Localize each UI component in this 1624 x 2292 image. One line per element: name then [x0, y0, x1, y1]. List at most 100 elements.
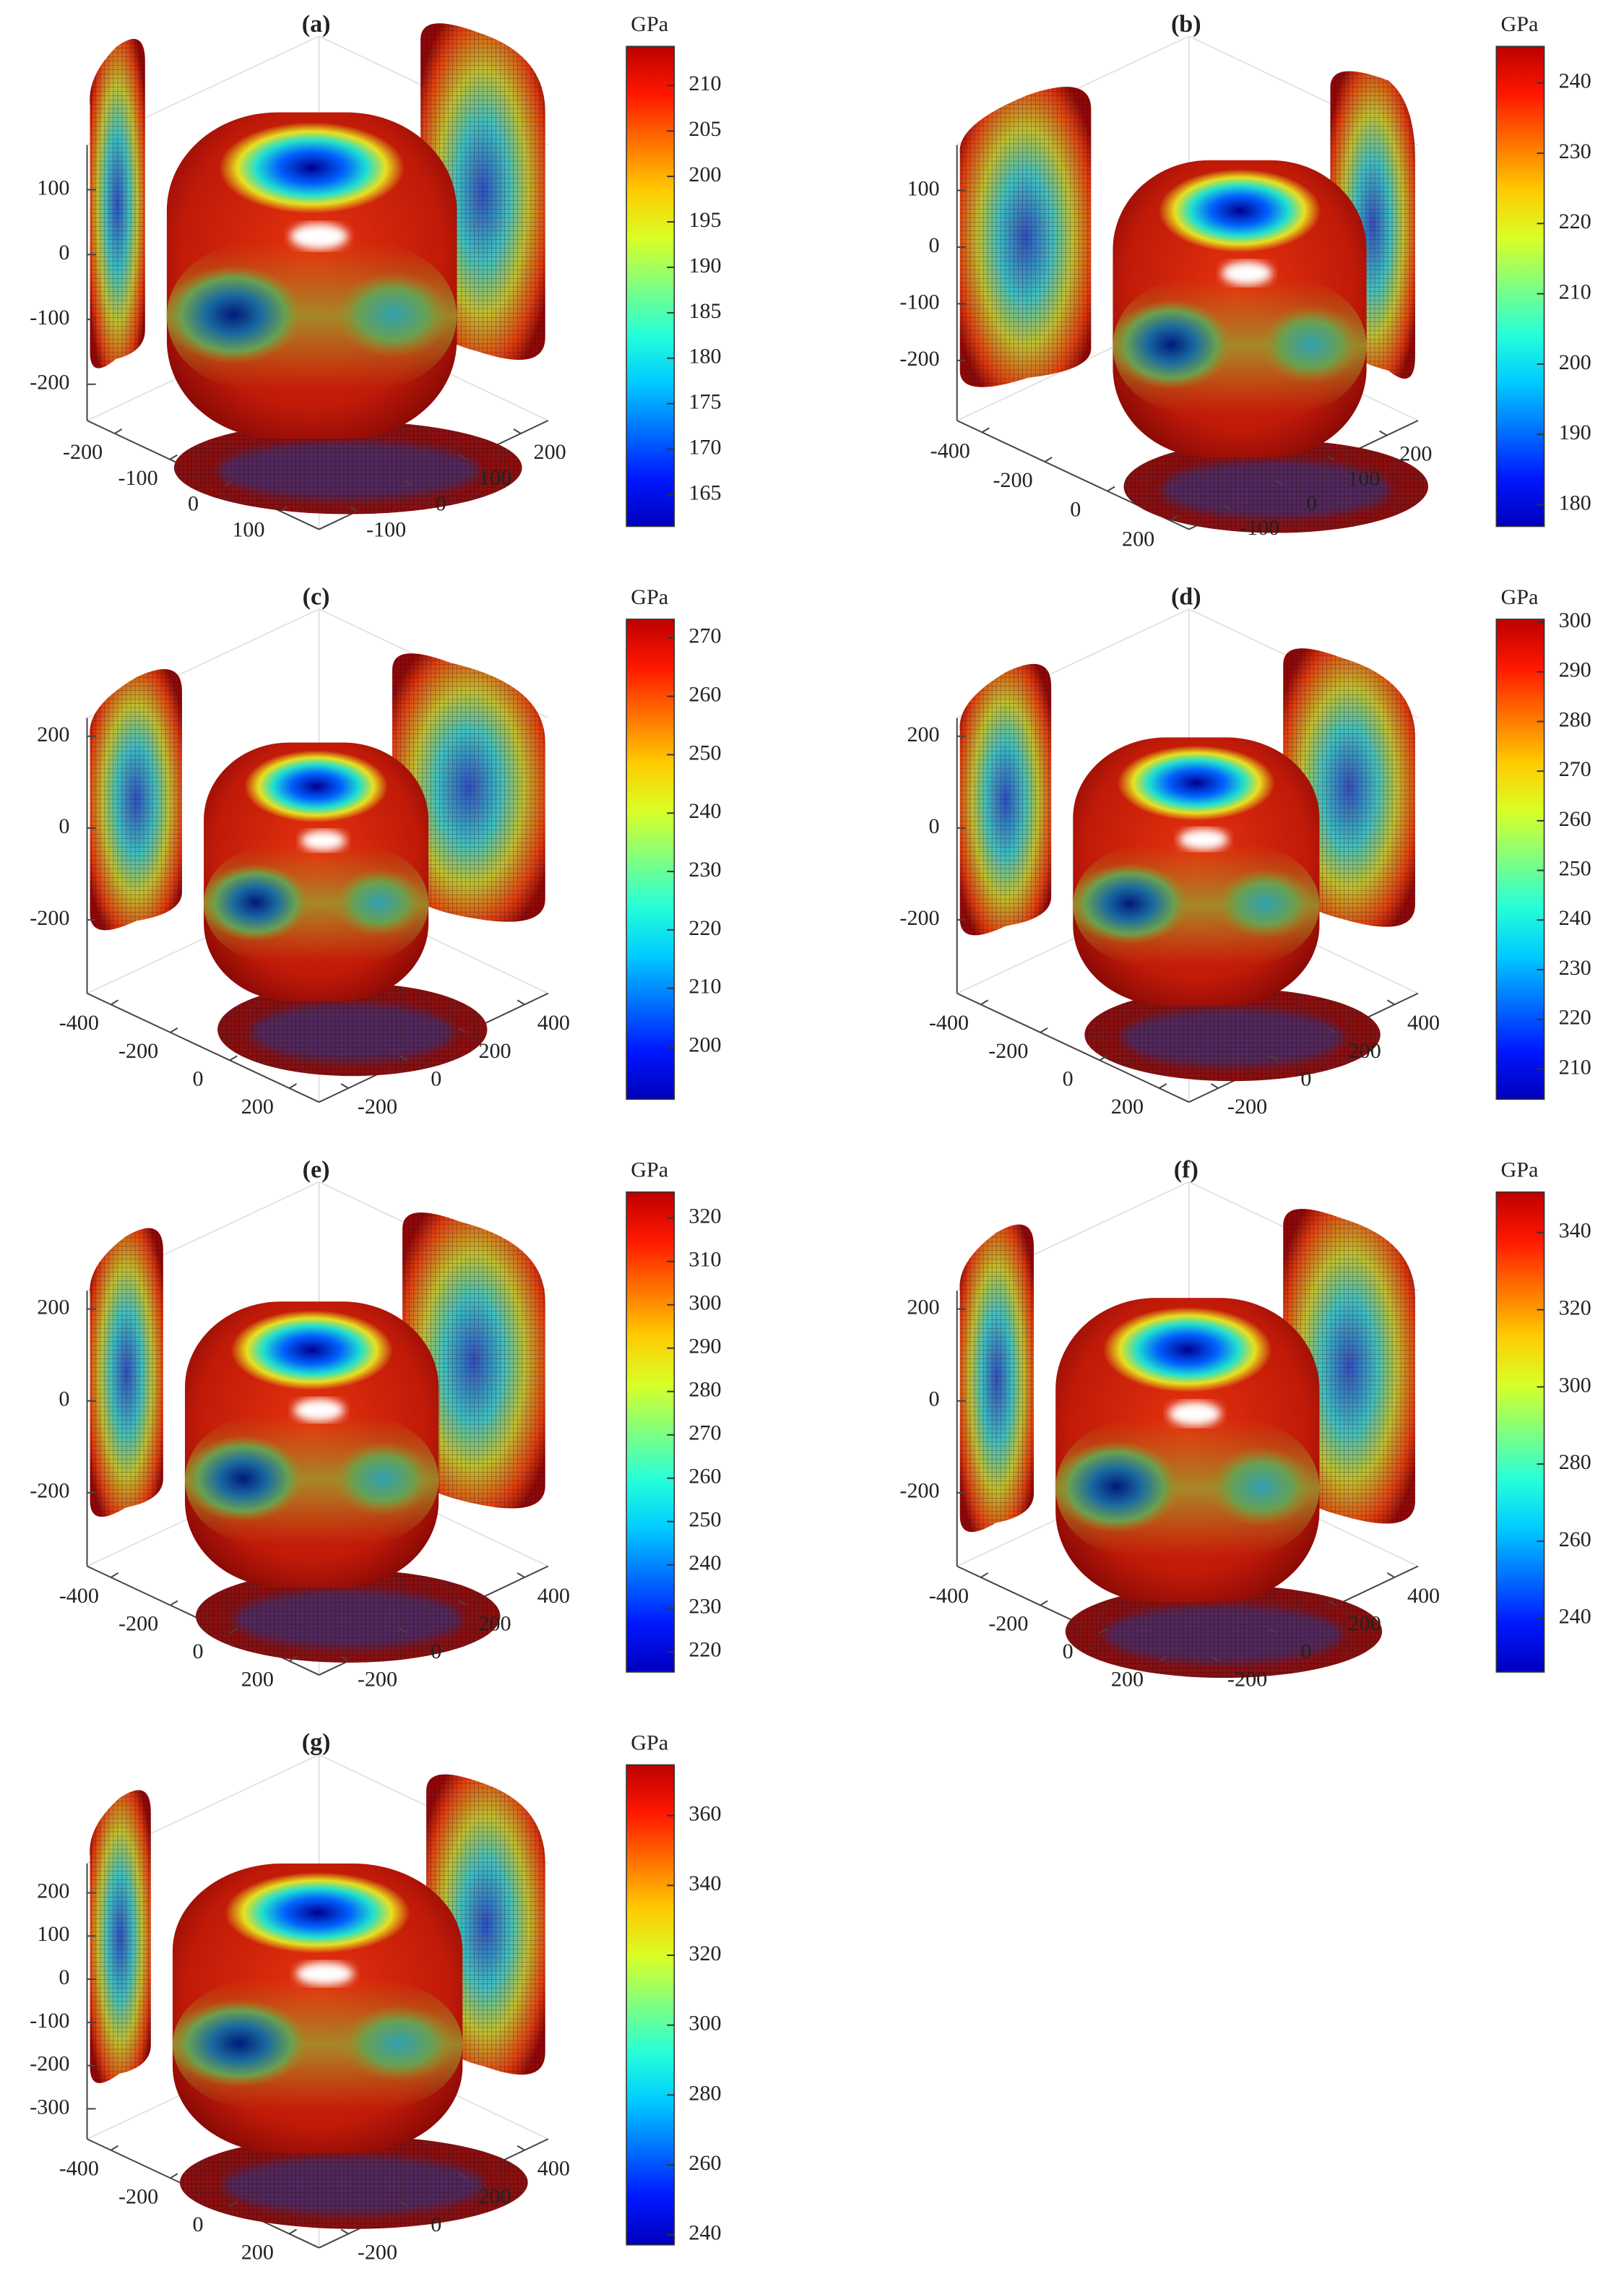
z-tick-label: 100	[37, 1921, 69, 1946]
colorbar-tick-label: 190	[1559, 420, 1591, 444]
z-tick-label: 100	[907, 176, 939, 200]
floor-mesh	[1084, 988, 1381, 1082]
x-tick	[980, 1572, 989, 1578]
y-tick-label: -100	[366, 517, 406, 541]
y-tick	[458, 1600, 467, 1606]
z-tick-label: -200	[899, 346, 939, 371]
colorbar-tick-label: 280	[688, 1377, 721, 1402]
colorbar-tick-label: 200	[1559, 350, 1591, 374]
colorbar	[626, 619, 675, 1100]
x-tick-label: -400	[59, 1010, 99, 1035]
x-tick	[1040, 1600, 1048, 1606]
x-axis	[87, 992, 320, 1103]
low-spot	[201, 863, 310, 942]
x-tick-label: -200	[118, 1611, 158, 1636]
left-wall-mesh	[90, 38, 145, 369]
y-tick	[340, 1655, 349, 1662]
colorbar-tick-label: 180	[1559, 490, 1591, 514]
y-tick-label: 0	[431, 1639, 441, 1663]
low-spot	[1070, 863, 1189, 944]
colorbar-tick-label: 250	[688, 740, 721, 764]
y-tick-label: 0	[1300, 1639, 1311, 1663]
x-tick	[288, 1083, 298, 1089]
x-tick	[1044, 457, 1053, 462]
x-tick	[229, 1055, 238, 1061]
panel-title: (e)	[303, 1156, 330, 1183]
panel-title: (g)	[302, 1729, 331, 1756]
y-tick	[399, 1628, 408, 1634]
colorbar-tick-label: 240	[688, 2220, 721, 2245]
highlight	[301, 830, 346, 851]
colorbar-label: GPa	[631, 585, 668, 609]
top-spot	[225, 1871, 411, 1954]
colorbar-tick-label: 180	[688, 344, 721, 369]
x-tick-label: 200	[241, 2239, 274, 2264]
highlight	[295, 1962, 354, 1986]
x-tick	[1099, 1628, 1107, 1634]
low-spot	[163, 265, 303, 364]
low-spot	[1216, 869, 1315, 939]
y-tick-label: 400	[537, 1583, 570, 1608]
low-spot	[182, 1436, 305, 1522]
x-tick	[169, 454, 178, 460]
y-tick	[340, 2228, 349, 2235]
y-tick-label: 400	[537, 1010, 570, 1035]
x-tick	[288, 2228, 298, 2235]
low-spot	[1209, 1447, 1315, 1527]
low-spot	[1110, 300, 1232, 389]
floor-mesh	[1123, 440, 1428, 533]
x-tick-label: 0	[192, 1066, 203, 1090]
low-spot	[334, 272, 452, 358]
y-tick-label: 200	[1349, 1038, 1381, 1063]
z-tick-label: -200	[30, 370, 69, 395]
x-tick	[114, 428, 123, 434]
colorbar-tick-label: 185	[688, 298, 721, 323]
colorbar	[626, 1191, 675, 1673]
left-wall-mesh	[959, 87, 1092, 387]
x-tick	[1159, 1655, 1167, 1662]
y-tick	[458, 454, 467, 460]
colorbar-tick-label: 205	[688, 116, 721, 141]
floor-mesh	[1065, 1585, 1383, 1679]
z-tick-label: 100	[37, 176, 69, 200]
x-tick	[110, 999, 119, 1006]
panel-title: (d)	[1171, 584, 1201, 611]
x-tick-label: 0	[188, 491, 199, 516]
x-tick-label: -200	[118, 1038, 158, 1063]
z-tick-label: 200	[907, 1295, 939, 1319]
low-spot	[1053, 1441, 1180, 1533]
panel-title: (b)	[1171, 11, 1201, 38]
x-tick	[1040, 1027, 1048, 1033]
y-tick-label: 0	[1306, 491, 1317, 515]
y-tick	[1327, 454, 1336, 461]
floor-mesh	[217, 983, 488, 1077]
colorbar	[1495, 46, 1545, 527]
z-tick-label: 200	[907, 722, 939, 746]
colorbar-label: GPa	[631, 12, 668, 36]
x-tick	[225, 480, 233, 486]
top-spot	[219, 122, 405, 214]
colorbar-tick-label: 230	[688, 857, 721, 882]
left-wall-mesh	[90, 668, 182, 931]
x-tick	[1099, 1055, 1107, 1061]
x-tick	[229, 2201, 238, 2207]
y-tick	[458, 1027, 467, 1033]
colorbar-tick-label: 260	[688, 2150, 721, 2175]
panel: (d) GPa 210 220 230 240 250 260 270 280 290 300 -200…	[899, 584, 1591, 1119]
y-tick-label: 400	[537, 2156, 570, 2181]
highlight	[290, 223, 348, 250]
colorbar-tick-label: 200	[688, 1032, 721, 1056]
left-wall-mesh	[90, 1228, 163, 1517]
z-tick-label: 200	[37, 722, 69, 746]
colorbar-tick-label: 240	[688, 1551, 721, 1575]
low-spot	[1260, 306, 1362, 384]
colorbar-tick-label: 270	[1559, 757, 1591, 781]
highlight	[1178, 828, 1228, 850]
x-tick-label: -200	[988, 1038, 1028, 1063]
colorbar-tick-label: 220	[688, 915, 721, 940]
y-tick	[1386, 999, 1395, 1006]
y-tick	[340, 1083, 349, 1089]
colorbar-tick-label: 340	[688, 1871, 721, 1895]
